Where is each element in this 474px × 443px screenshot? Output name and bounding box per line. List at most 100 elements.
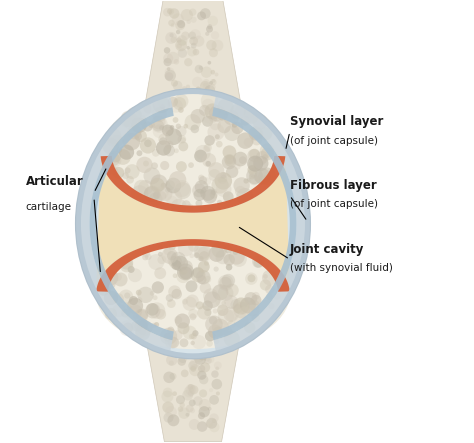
Circle shape bbox=[159, 137, 167, 145]
Circle shape bbox=[260, 279, 271, 291]
Circle shape bbox=[137, 297, 142, 303]
Circle shape bbox=[135, 319, 148, 333]
Circle shape bbox=[248, 159, 263, 172]
Circle shape bbox=[263, 274, 268, 279]
Circle shape bbox=[107, 153, 121, 168]
Circle shape bbox=[177, 358, 186, 366]
Circle shape bbox=[192, 49, 199, 55]
Circle shape bbox=[164, 346, 170, 351]
Circle shape bbox=[204, 135, 215, 146]
Circle shape bbox=[210, 70, 215, 74]
Circle shape bbox=[176, 37, 182, 43]
Circle shape bbox=[204, 291, 220, 308]
Circle shape bbox=[214, 345, 224, 355]
Circle shape bbox=[161, 183, 166, 188]
Circle shape bbox=[192, 267, 204, 278]
Circle shape bbox=[180, 39, 186, 46]
Circle shape bbox=[144, 140, 152, 147]
Circle shape bbox=[102, 138, 119, 155]
Circle shape bbox=[232, 122, 237, 128]
Circle shape bbox=[169, 342, 177, 350]
Circle shape bbox=[249, 175, 259, 185]
Circle shape bbox=[191, 333, 197, 339]
Circle shape bbox=[179, 267, 188, 275]
Circle shape bbox=[170, 33, 173, 37]
Circle shape bbox=[244, 322, 255, 333]
Circle shape bbox=[247, 155, 263, 172]
Text: Fibrous layer: Fibrous layer bbox=[290, 179, 376, 192]
Circle shape bbox=[182, 336, 191, 346]
Circle shape bbox=[98, 284, 109, 296]
Circle shape bbox=[119, 256, 133, 270]
Circle shape bbox=[189, 8, 196, 16]
Circle shape bbox=[224, 109, 239, 125]
Circle shape bbox=[216, 141, 223, 148]
Circle shape bbox=[150, 291, 155, 296]
Circle shape bbox=[195, 145, 210, 160]
Circle shape bbox=[197, 275, 207, 284]
Circle shape bbox=[120, 259, 133, 272]
Circle shape bbox=[266, 293, 273, 300]
Circle shape bbox=[230, 104, 246, 119]
Circle shape bbox=[265, 285, 274, 294]
Circle shape bbox=[225, 160, 231, 166]
Circle shape bbox=[218, 120, 231, 133]
Circle shape bbox=[165, 141, 173, 149]
Circle shape bbox=[136, 309, 148, 321]
Circle shape bbox=[202, 153, 216, 167]
Circle shape bbox=[143, 160, 149, 167]
Circle shape bbox=[186, 404, 194, 412]
Circle shape bbox=[208, 61, 211, 65]
Circle shape bbox=[240, 116, 250, 126]
Circle shape bbox=[233, 304, 243, 313]
Circle shape bbox=[215, 172, 232, 190]
Circle shape bbox=[184, 114, 201, 130]
Circle shape bbox=[218, 309, 234, 325]
Circle shape bbox=[145, 253, 152, 260]
Ellipse shape bbox=[100, 94, 285, 213]
Circle shape bbox=[168, 285, 181, 298]
Circle shape bbox=[194, 353, 206, 365]
Circle shape bbox=[249, 174, 255, 179]
Circle shape bbox=[128, 268, 142, 282]
Circle shape bbox=[246, 178, 251, 183]
Polygon shape bbox=[124, 107, 154, 138]
Circle shape bbox=[233, 302, 250, 319]
Circle shape bbox=[128, 326, 133, 331]
Circle shape bbox=[145, 303, 160, 319]
Circle shape bbox=[199, 251, 209, 261]
Circle shape bbox=[180, 402, 185, 408]
Circle shape bbox=[164, 412, 173, 423]
Circle shape bbox=[167, 8, 174, 15]
Circle shape bbox=[189, 334, 194, 339]
Circle shape bbox=[204, 276, 211, 283]
Circle shape bbox=[123, 133, 140, 151]
Circle shape bbox=[165, 32, 177, 44]
Circle shape bbox=[207, 24, 212, 29]
Circle shape bbox=[167, 101, 173, 107]
Circle shape bbox=[193, 189, 206, 201]
Circle shape bbox=[177, 35, 187, 46]
Circle shape bbox=[174, 316, 182, 324]
Circle shape bbox=[201, 186, 215, 201]
Circle shape bbox=[182, 299, 188, 305]
Text: (of joint capsule): (of joint capsule) bbox=[290, 136, 378, 146]
Circle shape bbox=[223, 193, 230, 200]
Circle shape bbox=[215, 366, 219, 370]
Circle shape bbox=[188, 31, 196, 39]
Circle shape bbox=[206, 421, 212, 427]
Circle shape bbox=[154, 267, 166, 279]
Circle shape bbox=[253, 114, 268, 129]
Circle shape bbox=[212, 284, 228, 300]
Circle shape bbox=[133, 122, 139, 128]
Circle shape bbox=[170, 125, 174, 130]
Circle shape bbox=[163, 8, 172, 16]
Circle shape bbox=[165, 67, 174, 77]
Circle shape bbox=[218, 174, 227, 184]
Circle shape bbox=[252, 314, 260, 322]
Circle shape bbox=[195, 87, 201, 93]
Circle shape bbox=[212, 346, 219, 354]
Circle shape bbox=[263, 154, 268, 159]
Circle shape bbox=[114, 273, 122, 281]
Circle shape bbox=[233, 152, 248, 167]
